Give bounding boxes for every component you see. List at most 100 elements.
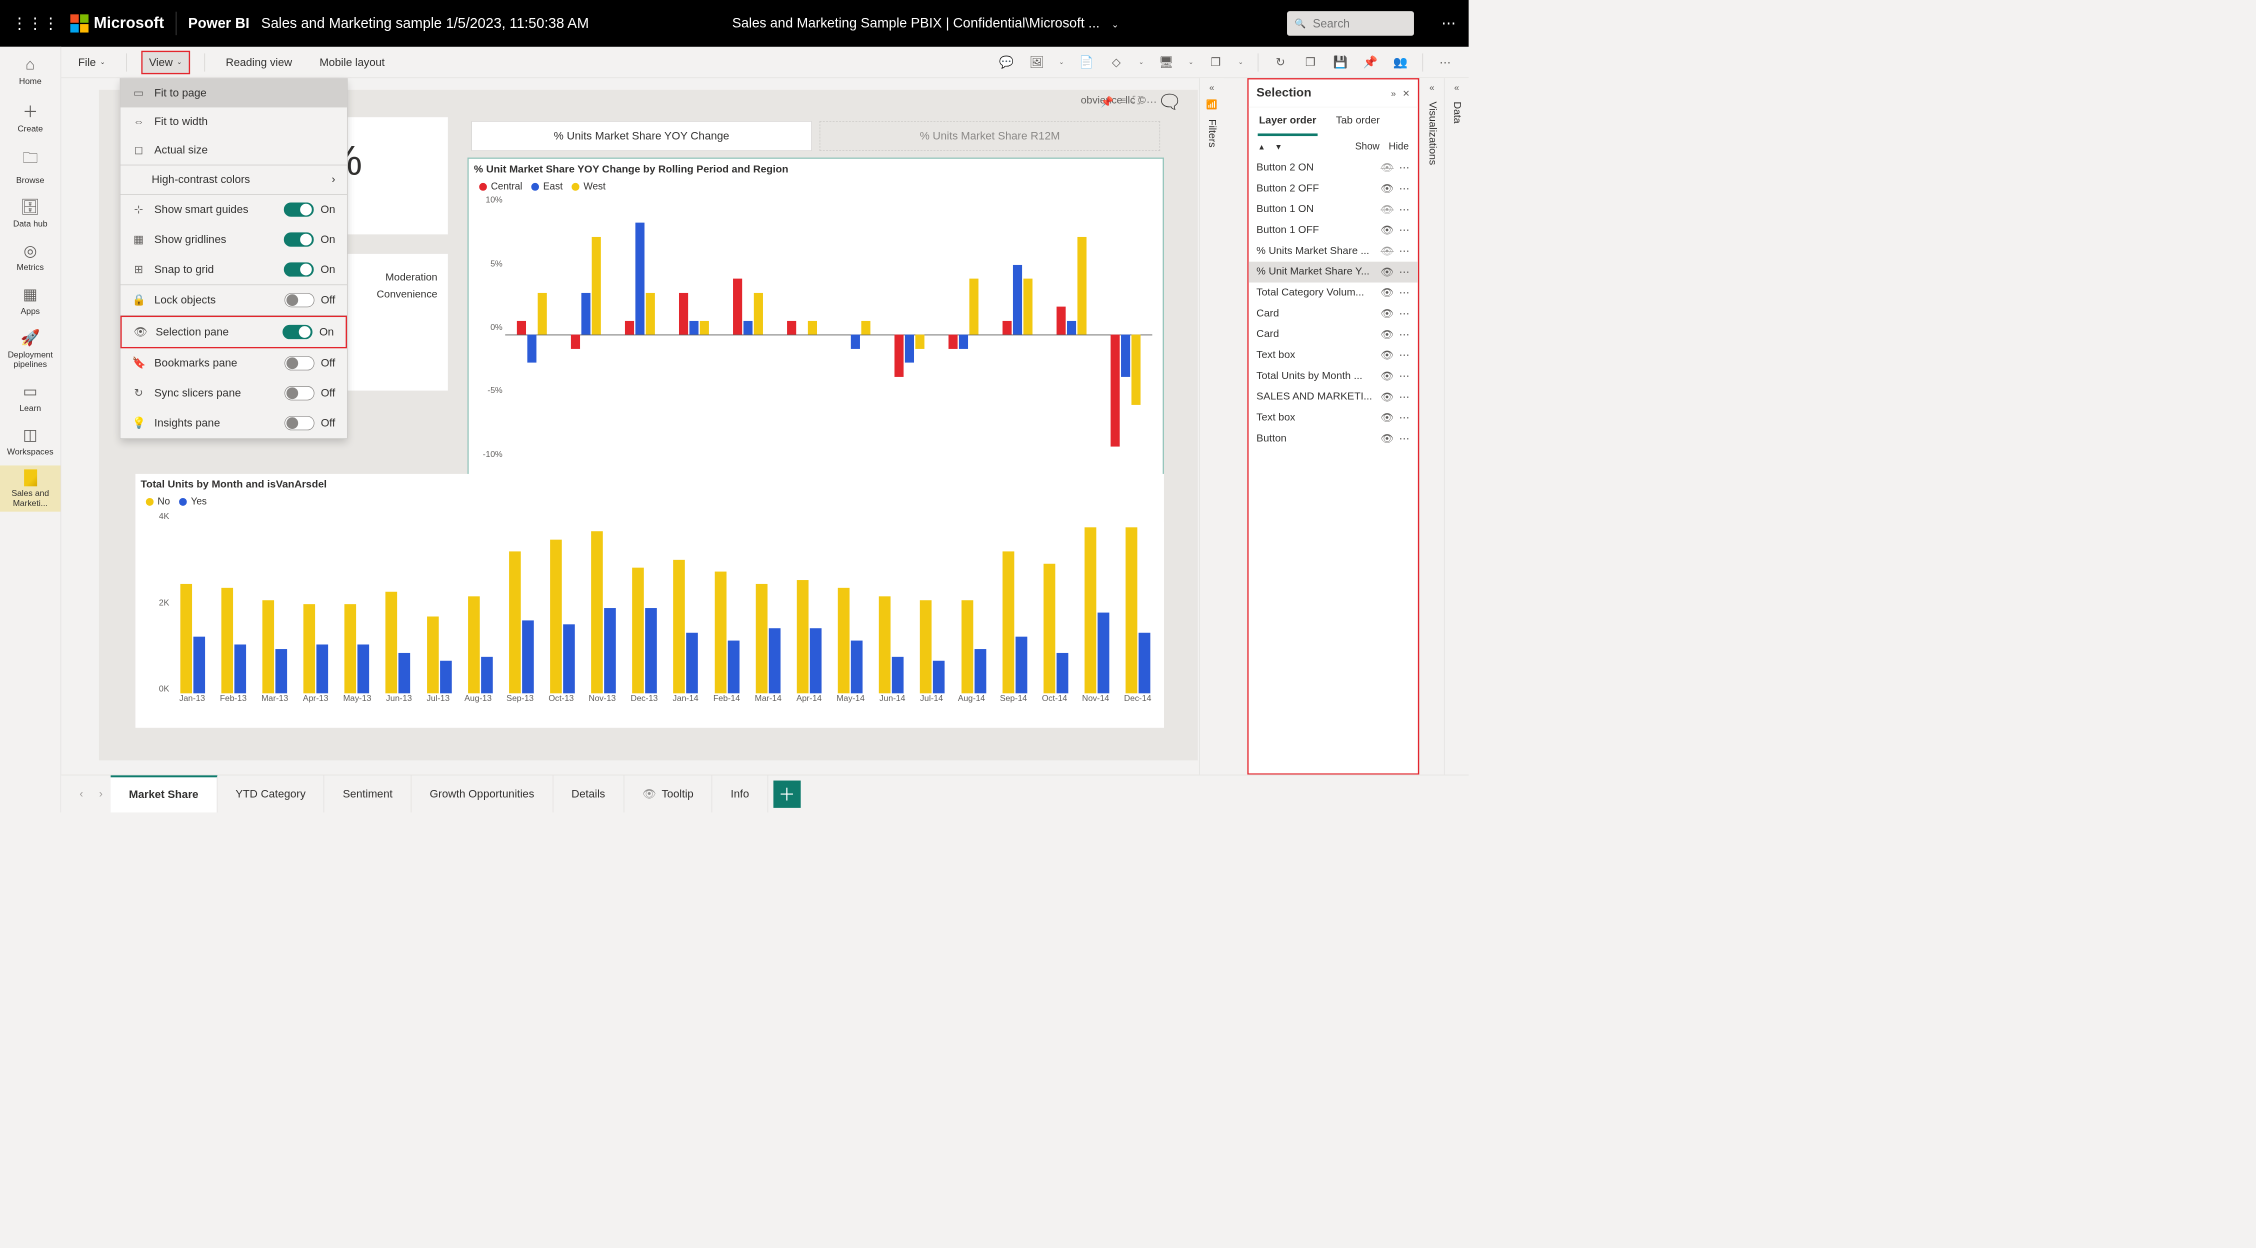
- item-more-icon[interactable]: ⋯: [1399, 411, 1410, 424]
- visibility-icon[interactable]: 👁: [1381, 182, 1394, 195]
- subscribe-icon[interactable]: 🖼: [1029, 54, 1045, 70]
- selection-item[interactable]: % Units Market Share ... 👁 ⋯: [1249, 241, 1418, 262]
- selection-item[interactable]: SALES AND MARKETI... 👁 ⋯: [1249, 387, 1418, 408]
- tab-r12m[interactable]: % Units Market Share R12M 📌 ≡ ⛶ ⋯: [820, 121, 1160, 151]
- lineage-icon[interactable]: ◇: [1109, 54, 1125, 70]
- page-tab-tooltip[interactable]: 👁 Tooltip: [624, 775, 712, 812]
- vm-snap-to-grid[interactable]: ⊞Snap to grid On: [120, 255, 347, 285]
- toggle-switch[interactable]: [284, 232, 314, 246]
- visibility-icon[interactable]: 👁: [1381, 266, 1394, 279]
- chevron-down-icon[interactable]: ⌄: [1111, 19, 1119, 29]
- selection-item[interactable]: Card 👁 ⋯: [1249, 324, 1418, 345]
- item-more-icon[interactable]: ⋯: [1399, 286, 1410, 299]
- page-tab-growth-opportunities[interactable]: Growth Opportunities: [411, 775, 553, 812]
- save-icon[interactable]: 💾: [1333, 54, 1349, 70]
- mobile-layout-button[interactable]: Mobile layout: [313, 52, 391, 73]
- nav-sales-and-marketi-[interactable]: Sales and Marketi...: [0, 465, 61, 511]
- visibility-icon[interactable]: 👁: [1381, 161, 1394, 174]
- page-tab-info[interactable]: Info: [712, 775, 768, 812]
- selection-item[interactable]: Button 2 ON 👁 ⋯: [1249, 158, 1418, 179]
- vm-show-smart-guides[interactable]: ⊹Show smart guides On: [120, 195, 347, 225]
- chart-total-units[interactable]: Total Units by Month and isVanArsdel NoY…: [135, 474, 1164, 728]
- visualizations-strip[interactable]: « Visualizations: [1419, 78, 1444, 775]
- vm-fit-page[interactable]: ▭Fit to page: [120, 79, 347, 108]
- page-tab-ytd-category[interactable]: YTD Category: [217, 775, 324, 812]
- search-input[interactable]: 🔍: [1287, 11, 1414, 36]
- vm-high-contrast[interactable]: High-contrast colors›: [120, 165, 347, 194]
- export-icon[interactable]: 📄: [1079, 54, 1095, 70]
- toggle-switch[interactable]: [284, 293, 314, 307]
- selection-item[interactable]: Total Units by Month ... 👁 ⋯: [1249, 366, 1418, 387]
- nav-workspaces[interactable]: ◫Workspaces: [0, 422, 61, 460]
- item-more-icon[interactable]: ⋯: [1399, 203, 1410, 216]
- more-visual-icon[interactable]: ⋯: [1146, 96, 1156, 109]
- item-more-icon[interactable]: ⋯: [1399, 328, 1410, 341]
- visibility-icon[interactable]: 👁: [1381, 328, 1394, 341]
- vm-show-gridlines[interactable]: ▦Show gridlines On: [120, 225, 347, 255]
- toggle-switch[interactable]: [284, 356, 314, 370]
- nav-create[interactable]: ＋Create: [0, 95, 61, 137]
- more-ribbon-icon[interactable]: ⋯: [1437, 54, 1453, 70]
- page-tab-details[interactable]: Details: [553, 775, 624, 812]
- vm-sync-slicers-pane[interactable]: ↻Sync slicers pane Off: [120, 378, 347, 408]
- item-more-icon[interactable]: ⋯: [1399, 266, 1410, 279]
- item-more-icon[interactable]: ⋯: [1399, 349, 1410, 362]
- item-more-icon[interactable]: ⋯: [1399, 161, 1410, 174]
- teams-icon[interactable]: 👥: [1392, 54, 1408, 70]
- visibility-icon[interactable]: 👁: [1381, 370, 1394, 383]
- visibility-icon[interactable]: 👁: [1381, 224, 1394, 237]
- tab-yoy[interactable]: % Units Market Share YOY Change: [471, 121, 811, 151]
- vm-lock-objects[interactable]: 🔒Lock objects Off: [120, 285, 347, 315]
- nav-learn[interactable]: ▭Learn: [0, 378, 61, 416]
- item-more-icon[interactable]: ⋯: [1399, 245, 1410, 258]
- visibility-icon[interactable]: 👁: [1381, 391, 1394, 404]
- visibility-icon[interactable]: 👁: [1381, 245, 1394, 258]
- pin-visual-icon[interactable]: 📌: [1101, 96, 1114, 109]
- selection-item[interactable]: % Unit Market Share Y... 👁 ⋯: [1249, 262, 1418, 283]
- nav-metrics[interactable]: ◎Metrics: [0, 238, 61, 276]
- toggle-switch[interactable]: [283, 325, 313, 339]
- visibility-icon[interactable]: 👁: [1381, 432, 1394, 445]
- filters-strip[interactable]: « 📶 Filters: [1199, 78, 1224, 775]
- nav-deployment-pipelines[interactable]: 🚀Deployment pipelines: [0, 325, 61, 373]
- comment-icon[interactable]: 💬: [999, 54, 1015, 70]
- tab-tab-order[interactable]: Tab order: [1335, 111, 1382, 136]
- expand-icon[interactable]: »: [1391, 88, 1396, 98]
- item-more-icon[interactable]: ⋯: [1399, 391, 1410, 404]
- more-icon[interactable]: ⋯: [1441, 15, 1457, 32]
- selection-item[interactable]: Button 2 OFF 👁 ⋯: [1249, 178, 1418, 199]
- duplicate-icon[interactable]: ❐: [1303, 54, 1319, 70]
- vm-insights-pane[interactable]: 💡Insights pane Off: [120, 408, 347, 438]
- add-page-button[interactable]: ＋: [773, 780, 800, 807]
- selection-item[interactable]: Text box 👁 ⋯: [1249, 408, 1418, 429]
- visibility-icon[interactable]: 👁: [1381, 349, 1394, 362]
- visibility-icon[interactable]: 👁: [1381, 411, 1394, 424]
- visibility-icon[interactable]: 👁: [1381, 286, 1394, 299]
- present-icon[interactable]: 🖥: [1158, 54, 1174, 70]
- comment-bubble-icon[interactable]: 🗨: [1157, 91, 1182, 114]
- search-field[interactable]: [1313, 17, 1391, 31]
- item-more-icon[interactable]: ⋯: [1399, 370, 1410, 383]
- breadcrumb[interactable]: Sales and Marketing Sample PBIX | Confid…: [732, 16, 1119, 32]
- toggle-switch[interactable]: [284, 202, 314, 216]
- vm-selection-pane[interactable]: 👁Selection pane On: [120, 316, 347, 349]
- show-all-button[interactable]: Show: [1355, 141, 1379, 152]
- nav-browse[interactable]: 🗀Browse: [0, 143, 61, 189]
- chart-yoy[interactable]: % Unit Market Share YOY Change by Rollin…: [467, 158, 1164, 523]
- next-page-icon[interactable]: ›: [91, 787, 111, 800]
- prev-page-icon[interactable]: ‹: [72, 787, 92, 800]
- page-tab-market-share[interactable]: Market Share: [111, 775, 218, 812]
- view-menu-button[interactable]: View ⌄: [141, 50, 190, 73]
- item-more-icon[interactable]: ⋯: [1399, 224, 1410, 237]
- visibility-icon[interactable]: 👁: [1381, 203, 1394, 216]
- toggle-switch[interactable]: [284, 386, 314, 400]
- hide-all-button[interactable]: Hide: [1389, 141, 1409, 152]
- refresh-icon[interactable]: ↻: [1273, 54, 1289, 70]
- close-icon[interactable]: ✕: [1402, 88, 1410, 99]
- vm-bookmarks-pane[interactable]: 🔖Bookmarks pane Off: [120, 348, 347, 378]
- data-strip[interactable]: « Data: [1444, 78, 1469, 775]
- focus-icon[interactable]: ⛶: [1133, 96, 1140, 109]
- selection-item[interactable]: Button 1 ON 👁 ⋯: [1249, 199, 1418, 220]
- visibility-icon[interactable]: 👁: [1381, 307, 1394, 320]
- filter-visual-icon[interactable]: ≡: [1120, 96, 1126, 109]
